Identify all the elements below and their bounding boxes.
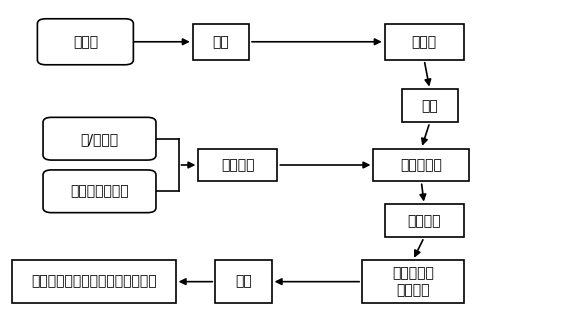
FancyBboxPatch shape (374, 148, 469, 182)
FancyBboxPatch shape (215, 260, 272, 303)
FancyBboxPatch shape (37, 19, 134, 65)
FancyBboxPatch shape (362, 260, 464, 303)
Text: 通入: 通入 (422, 99, 438, 113)
Text: 热解: 热解 (212, 35, 229, 49)
FancyBboxPatch shape (401, 89, 458, 122)
Text: 生物油: 生物油 (411, 35, 437, 49)
Text: 过渡金属硫酸盐: 过渡金属硫酸盐 (70, 184, 129, 198)
Text: 醇/水溶液: 醇/水溶液 (80, 132, 118, 146)
Text: 溶解均匀: 溶解均匀 (221, 158, 255, 172)
FancyBboxPatch shape (43, 170, 156, 213)
Text: 高浓度氢气
气氛煅烧: 高浓度氢气 气氛煅烧 (392, 266, 434, 297)
FancyBboxPatch shape (385, 24, 464, 60)
FancyBboxPatch shape (198, 148, 277, 182)
Text: 硫酸盐溶液: 硫酸盐溶液 (400, 158, 442, 172)
Text: 碳基过渡金属硫化物复合电极材料: 碳基过渡金属硫化物复合电极材料 (31, 275, 157, 289)
Text: 生物质: 生物质 (73, 35, 98, 49)
FancyBboxPatch shape (12, 260, 175, 303)
FancyBboxPatch shape (43, 117, 156, 160)
Text: 研磨: 研磨 (235, 275, 252, 289)
FancyBboxPatch shape (192, 24, 249, 60)
Text: 蒸发溶剂: 蒸发溶剂 (408, 214, 441, 228)
FancyBboxPatch shape (385, 204, 464, 237)
